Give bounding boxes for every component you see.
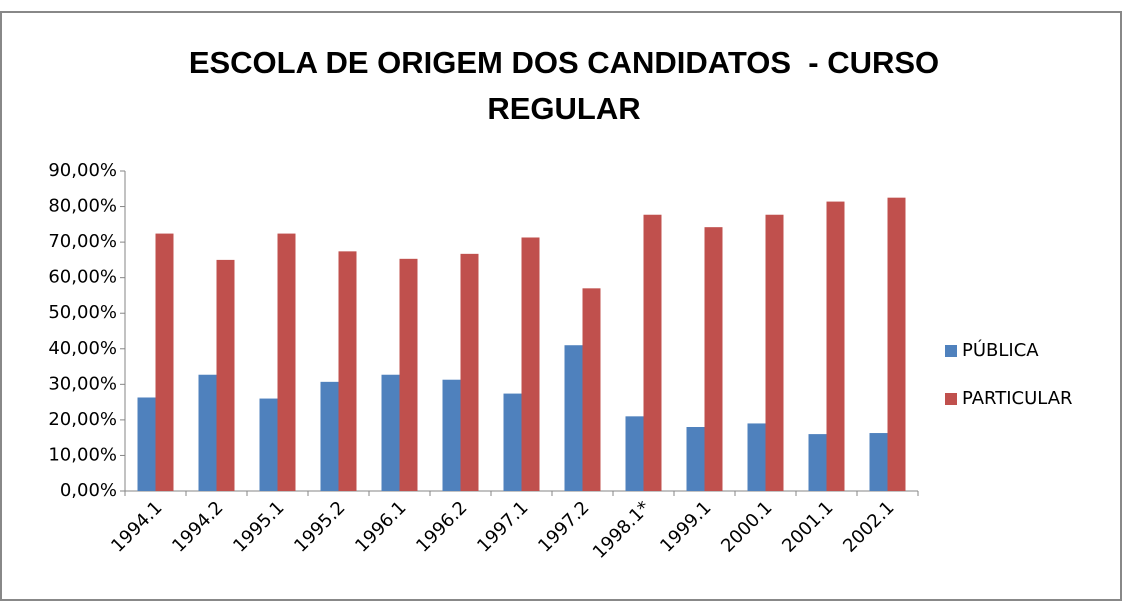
bar [747,423,766,491]
bar [564,345,583,491]
y-tick-label: 90,00% [48,160,117,181]
bar [808,434,827,491]
bar [887,197,906,491]
bar [869,433,888,491]
x-tick-label: 1995.2 [290,497,349,556]
y-tick-label: 0,00% [60,480,117,501]
x-tick-label: 2001.1 [778,497,837,556]
x-tick-label: 1996.1 [351,497,410,556]
y-tick-label: 30,00% [48,373,117,394]
x-tick-label: 1996.2 [412,497,471,556]
bar [259,398,278,491]
y-tick-label: 20,00% [48,409,117,430]
legend-swatch [945,345,957,357]
y-tick-label: 70,00% [48,231,117,252]
x-tick-label: 1997.1 [473,497,532,556]
bar [381,374,400,491]
bar [503,393,522,491]
y-tick-label: 10,00% [48,444,117,465]
bar [826,201,845,492]
bar [582,288,601,491]
bar [625,416,644,491]
bar [460,253,479,491]
x-tick-label: 1994.1 [107,497,166,556]
y-tick-label: 80,00% [48,196,117,217]
bar [521,237,540,491]
legend-label: PÚBLICA [962,339,1039,361]
bar [320,381,339,491]
legend-label: PARTICULAR [962,388,1073,409]
chart-border [0,11,1122,601]
y-tick-label: 60,00% [48,267,117,288]
bar [198,374,217,491]
y-tick-label: 50,00% [48,302,117,323]
bar [155,233,174,492]
x-tick-label: 1999.1 [656,497,715,556]
legend-swatch [945,393,957,405]
bar [686,427,705,491]
bar [765,214,784,491]
x-tick-label: 2000.1 [717,497,776,556]
bar [216,259,235,491]
bar [399,258,418,491]
bar [442,379,461,491]
bar [704,227,723,491]
x-tick-label: 1994.2 [168,497,227,556]
x-tick-label: 1995.1 [229,497,288,556]
x-tick-label: 2002.1 [839,497,898,556]
bar [643,214,662,491]
bar [277,233,296,492]
bar [137,397,156,491]
x-tick-label: 1998.1* [589,497,655,563]
chart-title: ESCOLA DE ORIGEM DOS CANDIDATOS - CURSO … [188,45,948,126]
x-tick-label: 1997.2 [534,497,593,556]
y-tick-label: 40,00% [48,338,117,359]
bar [338,251,357,491]
